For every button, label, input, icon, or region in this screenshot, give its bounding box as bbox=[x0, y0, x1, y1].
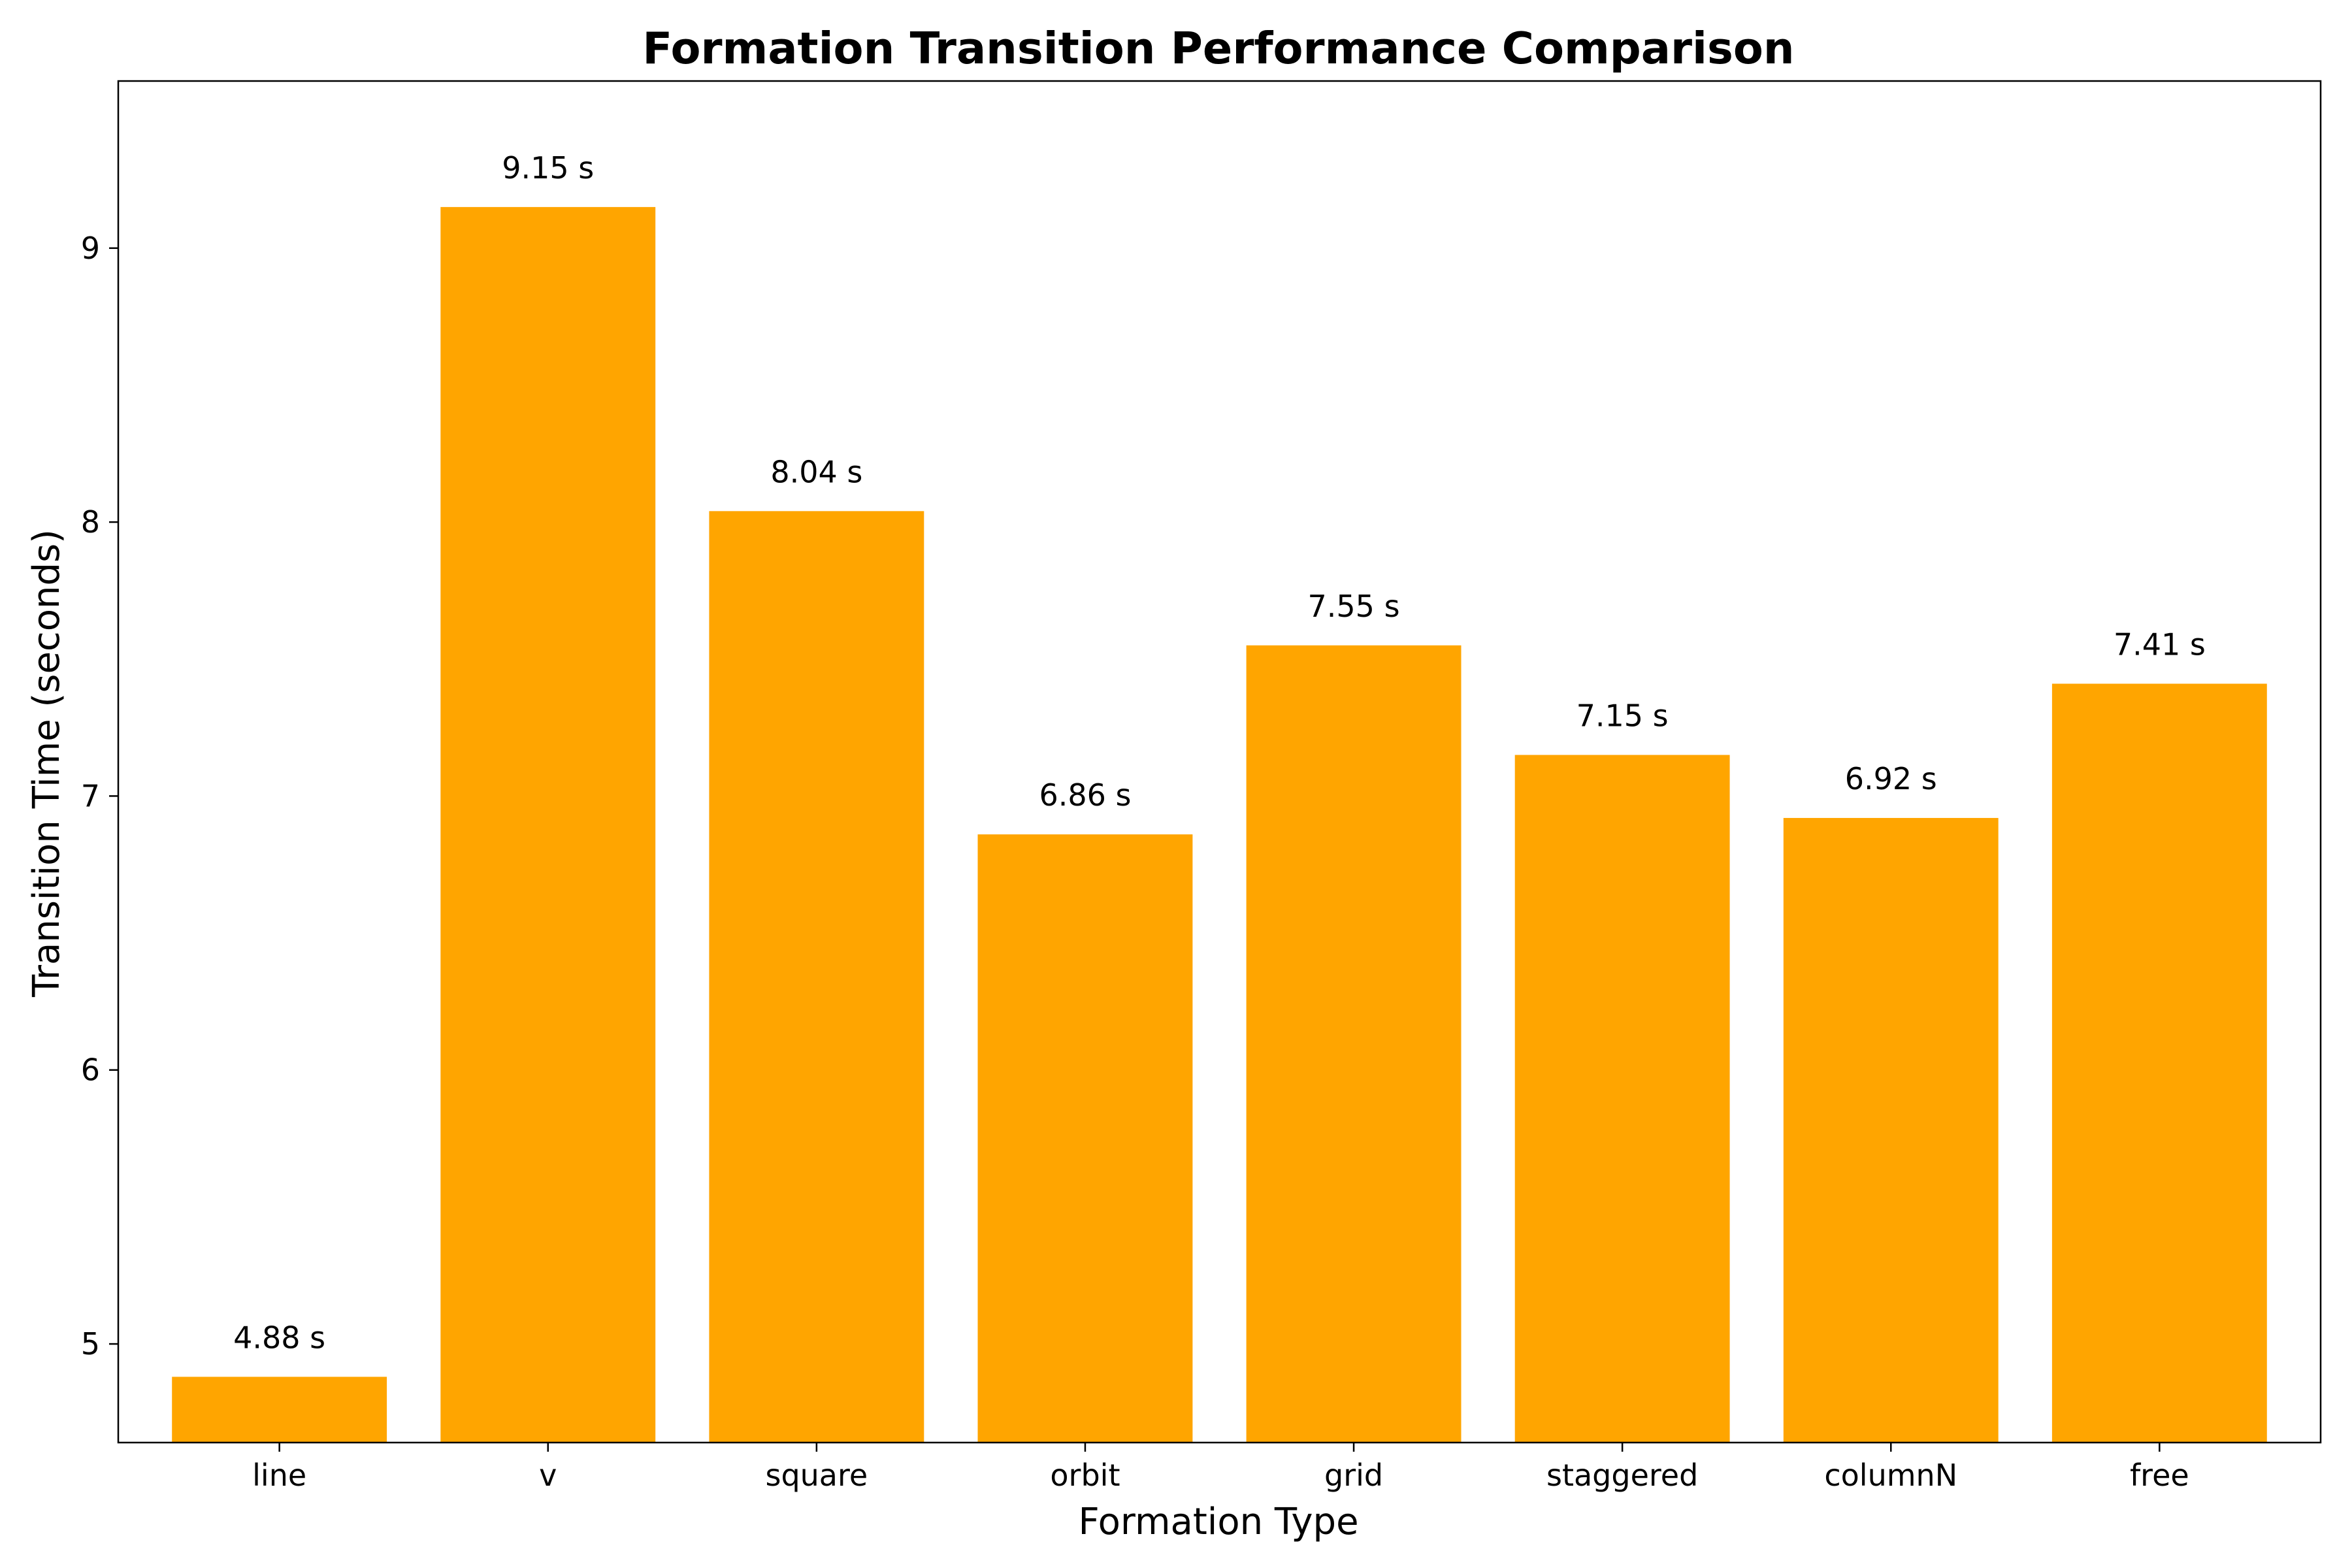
x-tick-label-columnN: columnN bbox=[1824, 1458, 1957, 1493]
data-label-v: 9.15 s bbox=[502, 150, 594, 186]
bar-square bbox=[709, 511, 924, 1443]
bar-line bbox=[172, 1377, 387, 1443]
chart-title: Formation Transition Performance Compari… bbox=[642, 23, 1794, 74]
x-tick-label-line: line bbox=[252, 1458, 306, 1493]
y-tick-label-7: 7 bbox=[81, 778, 100, 813]
y-tick-label-8: 8 bbox=[81, 504, 100, 540]
bar-columnN bbox=[1783, 817, 1999, 1443]
y-tick-label-9: 9 bbox=[81, 231, 100, 266]
data-label-grid: 7.55 s bbox=[1308, 589, 1400, 624]
data-label-orbit: 6.86 s bbox=[1039, 777, 1131, 813]
x-tick-label-v: v bbox=[539, 1458, 557, 1493]
x-tick-label-grid: grid bbox=[1324, 1458, 1383, 1493]
x-axis-title: Formation Type bbox=[1078, 1501, 1358, 1543]
y-tick-label-6: 6 bbox=[81, 1053, 100, 1088]
bar-v bbox=[440, 206, 656, 1443]
plot-frame bbox=[117, 80, 2322, 1444]
x-tick-label-free: free bbox=[2130, 1458, 2189, 1493]
data-label-columnN: 6.92 s bbox=[1845, 761, 1937, 796]
data-label-free: 7.41 s bbox=[2114, 627, 2206, 662]
plot-area: 4.88 s 9.15 s 8.04 s 6.86 s 7.55 s 7.15 s 6.92… bbox=[81, 80, 2322, 1493]
bar-orbit bbox=[977, 834, 1193, 1443]
bar-free bbox=[2051, 683, 2267, 1443]
bar-grid bbox=[1246, 645, 1462, 1443]
x-tick-label-orbit: orbit bbox=[1050, 1458, 1120, 1493]
data-label-square: 8.04 s bbox=[770, 454, 862, 489]
x-tick-label-square: square bbox=[765, 1458, 868, 1493]
data-label-staggered: 7.15 s bbox=[1576, 698, 1669, 734]
x-tick-label-staggered: staggered bbox=[1546, 1458, 1698, 1493]
y-tick-label-5: 5 bbox=[81, 1326, 100, 1362]
y-axis-title: Transition Time (seconds) bbox=[25, 529, 68, 998]
data-label-line: 4.88 s bbox=[233, 1320, 325, 1355]
bar-staggered bbox=[1514, 755, 1730, 1443]
